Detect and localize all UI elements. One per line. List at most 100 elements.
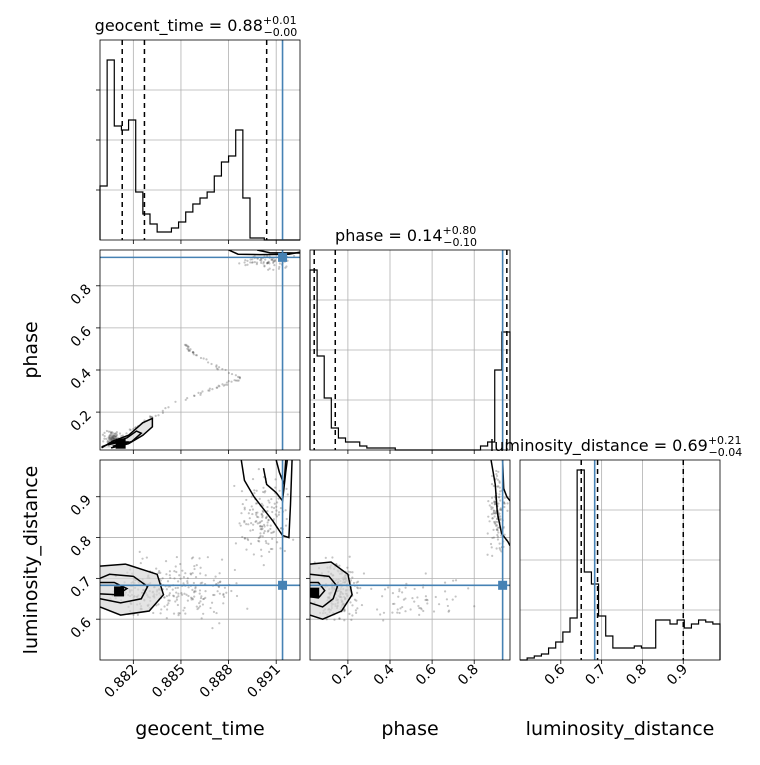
scatter-point bbox=[278, 511, 281, 514]
scatter-point bbox=[217, 384, 220, 387]
scatter-point bbox=[496, 478, 500, 481]
scatter-point bbox=[175, 570, 178, 574]
scatter-point bbox=[271, 537, 274, 540]
scatter-point bbox=[113, 437, 116, 440]
scatter-point bbox=[262, 262, 265, 265]
scatter-point bbox=[426, 599, 429, 602]
scatter-point bbox=[272, 268, 275, 271]
scatter-point bbox=[193, 394, 196, 397]
scatter-point bbox=[109, 436, 112, 439]
scatter-point bbox=[190, 598, 193, 601]
scatter-point bbox=[108, 435, 111, 438]
scatter-point bbox=[379, 613, 382, 616]
scatter-point bbox=[391, 592, 395, 595]
scatter-point bbox=[247, 523, 250, 526]
scatter-point bbox=[404, 610, 407, 613]
scatter-point bbox=[260, 554, 263, 558]
scatter-point bbox=[198, 592, 201, 595]
scatter-point bbox=[418, 613, 421, 616]
scatter-point bbox=[356, 607, 359, 610]
scatter-point bbox=[253, 261, 256, 264]
scatter-point bbox=[498, 486, 501, 489]
scatter-point bbox=[223, 586, 227, 589]
scatter-point bbox=[190, 557, 194, 560]
scatter-point bbox=[351, 576, 354, 579]
scatter-point bbox=[263, 265, 266, 268]
scatter-point bbox=[387, 586, 390, 589]
scatter-point bbox=[255, 513, 258, 516]
scatter-point bbox=[178, 574, 181, 577]
scatter-point bbox=[226, 383, 229, 386]
x-tick-label: 0.6 bbox=[413, 661, 440, 688]
scatter-point bbox=[506, 509, 509, 512]
scatter-point bbox=[426, 602, 429, 605]
scatter-point bbox=[186, 581, 189, 585]
scatter-point bbox=[267, 519, 270, 522]
x-tick-label: 0.2 bbox=[329, 662, 356, 689]
scatter-point bbox=[262, 523, 266, 527]
scatter-point bbox=[391, 602, 395, 606]
scatter-point bbox=[343, 609, 346, 612]
scatter-point bbox=[251, 477, 255, 481]
scatter-point bbox=[186, 344, 189, 347]
scatter-point bbox=[237, 379, 240, 382]
scatter-point bbox=[277, 513, 280, 516]
scatter-point bbox=[399, 607, 402, 610]
scatter-point bbox=[183, 606, 186, 610]
scatter-point bbox=[160, 608, 163, 611]
scatter-point bbox=[218, 572, 221, 575]
scatter-point bbox=[184, 398, 187, 401]
scatter-point bbox=[486, 532, 489, 535]
scatter-point bbox=[172, 594, 175, 597]
scatter-point bbox=[165, 588, 168, 591]
scatter-point bbox=[494, 520, 497, 523]
scatter-point bbox=[176, 586, 180, 589]
scatter-point bbox=[487, 500, 490, 503]
scatter-point bbox=[195, 605, 198, 608]
scatter-point bbox=[247, 538, 250, 542]
contour-line bbox=[310, 561, 353, 620]
scatter-point bbox=[490, 496, 494, 499]
scatter-point bbox=[490, 502, 494, 505]
scatter-point bbox=[260, 502, 263, 505]
scatter-point bbox=[111, 436, 114, 439]
scatter-point bbox=[244, 264, 247, 267]
scatter-point bbox=[213, 593, 216, 597]
scatter-point bbox=[211, 627, 214, 630]
scatter-point bbox=[491, 517, 494, 520]
scatter-point bbox=[165, 594, 169, 598]
scatter-point bbox=[284, 509, 287, 512]
scatter-point bbox=[191, 351, 195, 354]
scatter-point bbox=[212, 610, 216, 613]
gridlines bbox=[100, 250, 300, 450]
y-tick-label: 0.7 bbox=[68, 574, 95, 601]
scatter-point bbox=[258, 497, 261, 500]
scatter-point bbox=[497, 485, 500, 488]
scatter-point bbox=[250, 261, 254, 264]
scatter-point bbox=[491, 517, 494, 520]
scatter-point bbox=[166, 603, 169, 607]
scatter-point bbox=[352, 581, 356, 585]
scatter-point bbox=[191, 597, 194, 600]
histogram-steps bbox=[99, 59, 300, 241]
scatter-point bbox=[243, 506, 246, 509]
scatter-point bbox=[265, 541, 268, 545]
scatter-point bbox=[248, 517, 251, 520]
scatter-point bbox=[233, 484, 236, 488]
scatter-point bbox=[267, 518, 270, 521]
scatter-point bbox=[257, 468, 260, 471]
scatter-point bbox=[272, 260, 275, 263]
scatter-point bbox=[493, 503, 497, 506]
gridlines bbox=[100, 40, 300, 240]
scatter-point bbox=[204, 574, 207, 577]
scatter-point bbox=[164, 407, 167, 410]
scatter-point bbox=[253, 254, 256, 258]
scatter-point bbox=[250, 505, 253, 508]
scatter-point bbox=[176, 580, 180, 583]
scatter-point bbox=[235, 594, 239, 598]
x-tick-label: 0.4 bbox=[371, 661, 398, 688]
scatter-point bbox=[268, 501, 271, 504]
scatter-point bbox=[193, 591, 196, 594]
scatter-point bbox=[186, 345, 190, 348]
scatter-point bbox=[163, 596, 166, 599]
